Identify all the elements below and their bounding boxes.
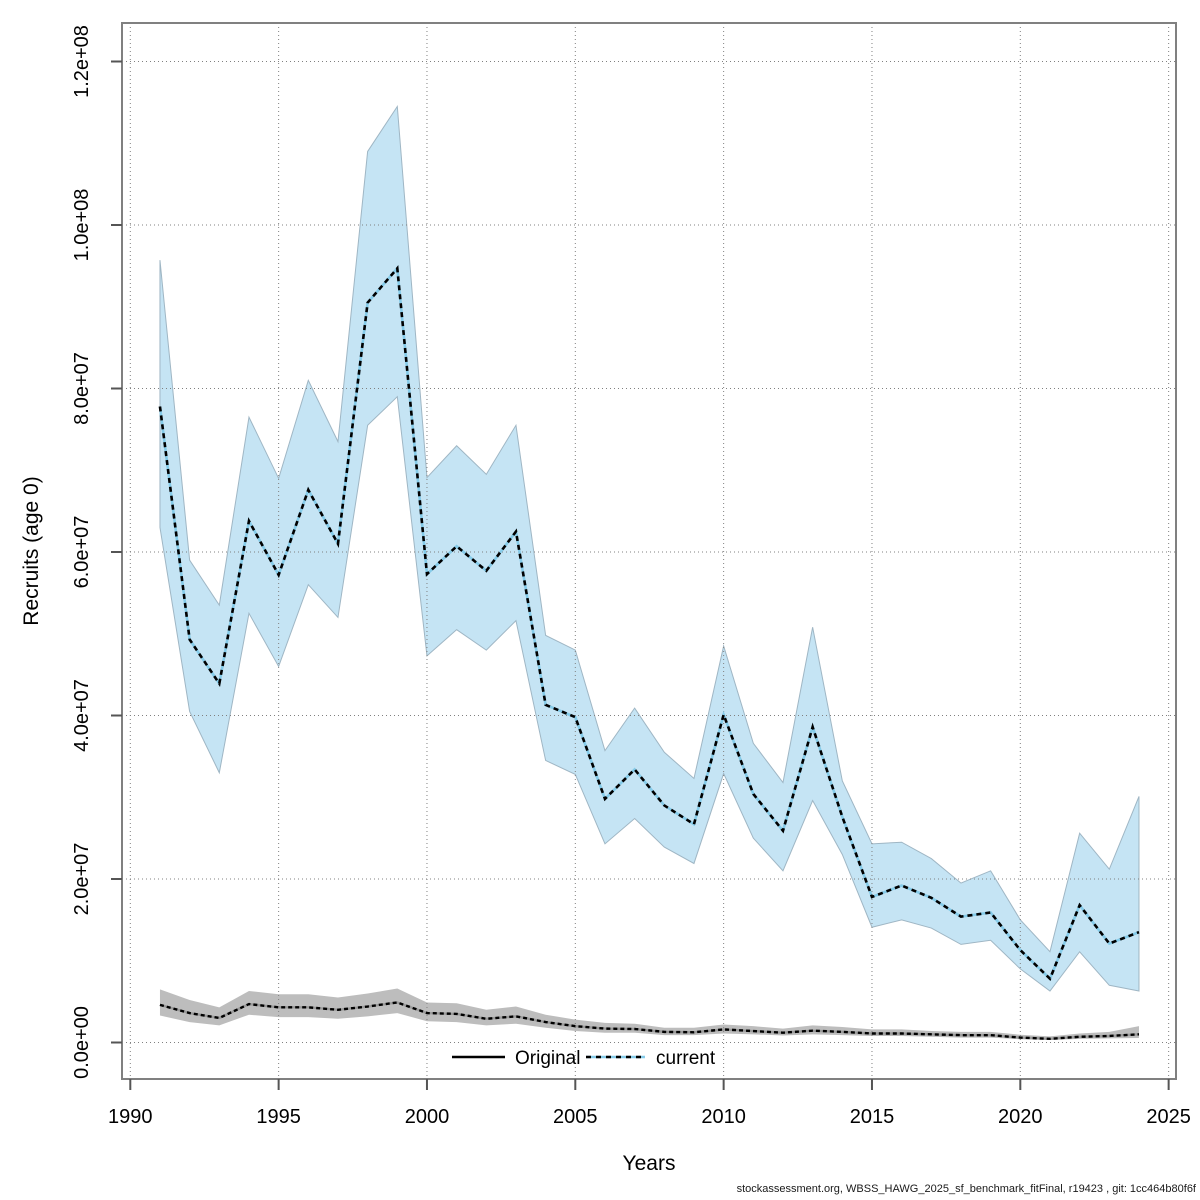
current-line (158, 265, 1140, 982)
original-confidence-band (159, 988, 1139, 1041)
x-tick-label: 2015 (850, 1106, 895, 1128)
legend: Original current (452, 1048, 716, 1069)
footer-text: stockassessment.org, WBSS_HAWG_2025_sf_b… (737, 1183, 1197, 1195)
legend-label-current: current (656, 1048, 716, 1069)
y-tick-label: 1.2e+08 (71, 25, 93, 98)
axis-tick-labels: 1990 1995 2000 2005 2010 2015 2020 2025 0.0e+00 2… (71, 25, 1191, 1128)
y-tick-label: 2.0e+07 (71, 843, 93, 916)
x-tick-label: 2000 (405, 1106, 450, 1128)
current-confidence-band (159, 104, 1140, 992)
original-line (159, 1001, 1140, 1041)
axis-ticks (111, 60, 1170, 1090)
x-tick-label: 1990 (108, 1106, 153, 1128)
y-tick-label: 0.0e+00 (71, 1006, 93, 1079)
y-tick-label: 1.0e+08 (71, 189, 93, 262)
y-tick-label: 4.0e+07 (71, 679, 93, 752)
confidence-bands (159, 104, 1140, 1041)
gridlines (122, 23, 1176, 1079)
x-tick-label: 2020 (998, 1106, 1043, 1128)
y-tick-label: 8.0e+07 (71, 352, 93, 425)
x-tick-label: 2025 (1146, 1106, 1191, 1128)
current-line-base (158, 265, 1140, 982)
legend-label-original: Original (515, 1048, 580, 1069)
x-tick-label: 2010 (701, 1106, 746, 1128)
x-tick-label: 1995 (256, 1106, 301, 1128)
x-axis-title: Years (623, 1152, 676, 1175)
series-lines (158, 265, 1140, 1041)
x-tick-label: 2005 (553, 1106, 598, 1128)
y-axis-title: Recruits (age 0) (20, 476, 43, 625)
y-tick-label: 6.0e+07 (71, 516, 93, 589)
